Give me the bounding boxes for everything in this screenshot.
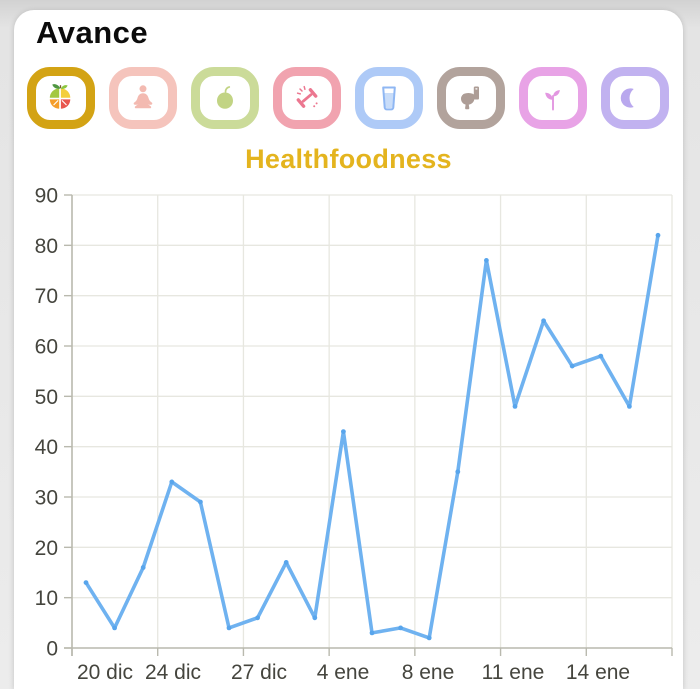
category-moon-button[interactable] [601, 67, 669, 129]
meditation-icon [133, 85, 153, 109]
svg-text:8 ene: 8 ene [402, 661, 455, 684]
svg-text:80: 80 [35, 235, 58, 258]
plant-sprout-icon [545, 90, 560, 111]
svg-text:30: 30 [35, 487, 58, 510]
chart-title: Healthfoodness [245, 144, 452, 174]
svg-text:70: 70 [35, 285, 58, 308]
svg-text:50: 50 [35, 386, 58, 409]
x-axis-labels: 20 dic 24 dic 27 dic 4 ene 8 ene 11 ene 14 ene [77, 661, 630, 684]
dumbbell-icon [296, 85, 318, 108]
y-axis-labels: 0 10 20 30 40 50 60 70 80 90 [35, 185, 58, 661]
svg-text:27 dic: 27 dic [231, 661, 287, 684]
svg-text:11 ene: 11 ene [482, 661, 545, 684]
svg-text:60: 60 [35, 336, 58, 359]
page-title: Avance [36, 15, 149, 50]
category-plant-button[interactable] [519, 67, 587, 129]
svg-text:10: 10 [35, 587, 58, 610]
svg-text:20: 20 [35, 537, 58, 560]
category-dumbbell-button[interactable] [273, 67, 341, 129]
svg-text:40: 40 [35, 436, 58, 459]
category-icon-bar [27, 67, 669, 129]
svg-text:20 dic: 20 dic [77, 661, 133, 684]
svg-text:14 ene: 14 ene [566, 661, 630, 684]
svg-text:0: 0 [46, 638, 58, 661]
category-toilet-button[interactable] [437, 67, 505, 129]
svg-text:90: 90 [35, 185, 58, 208]
moon-icon [620, 88, 634, 108]
axes [64, 194, 673, 656]
gridlines [72, 194, 673, 648]
svg-text:24 dic: 24 dic [145, 661, 201, 684]
category-water-button[interactable] [355, 67, 423, 129]
toilet-icon [461, 86, 479, 110]
water-glass-icon [382, 86, 396, 111]
progress-line-chart: 0 10 20 30 40 50 60 70 80 90 20 dic 24 dic 27 dic 4 e… [35, 185, 673, 684]
fruit-icon [49, 84, 71, 109]
category-apple-button[interactable] [191, 67, 259, 129]
category-fruit-button[interactable] [27, 67, 95, 129]
category-meditation-button[interactable] [109, 67, 177, 129]
apple-icon [217, 86, 233, 109]
progress-card: Avance [14, 10, 683, 689]
svg-text:4 ene: 4 ene [317, 661, 370, 684]
chart-points [83, 232, 661, 641]
